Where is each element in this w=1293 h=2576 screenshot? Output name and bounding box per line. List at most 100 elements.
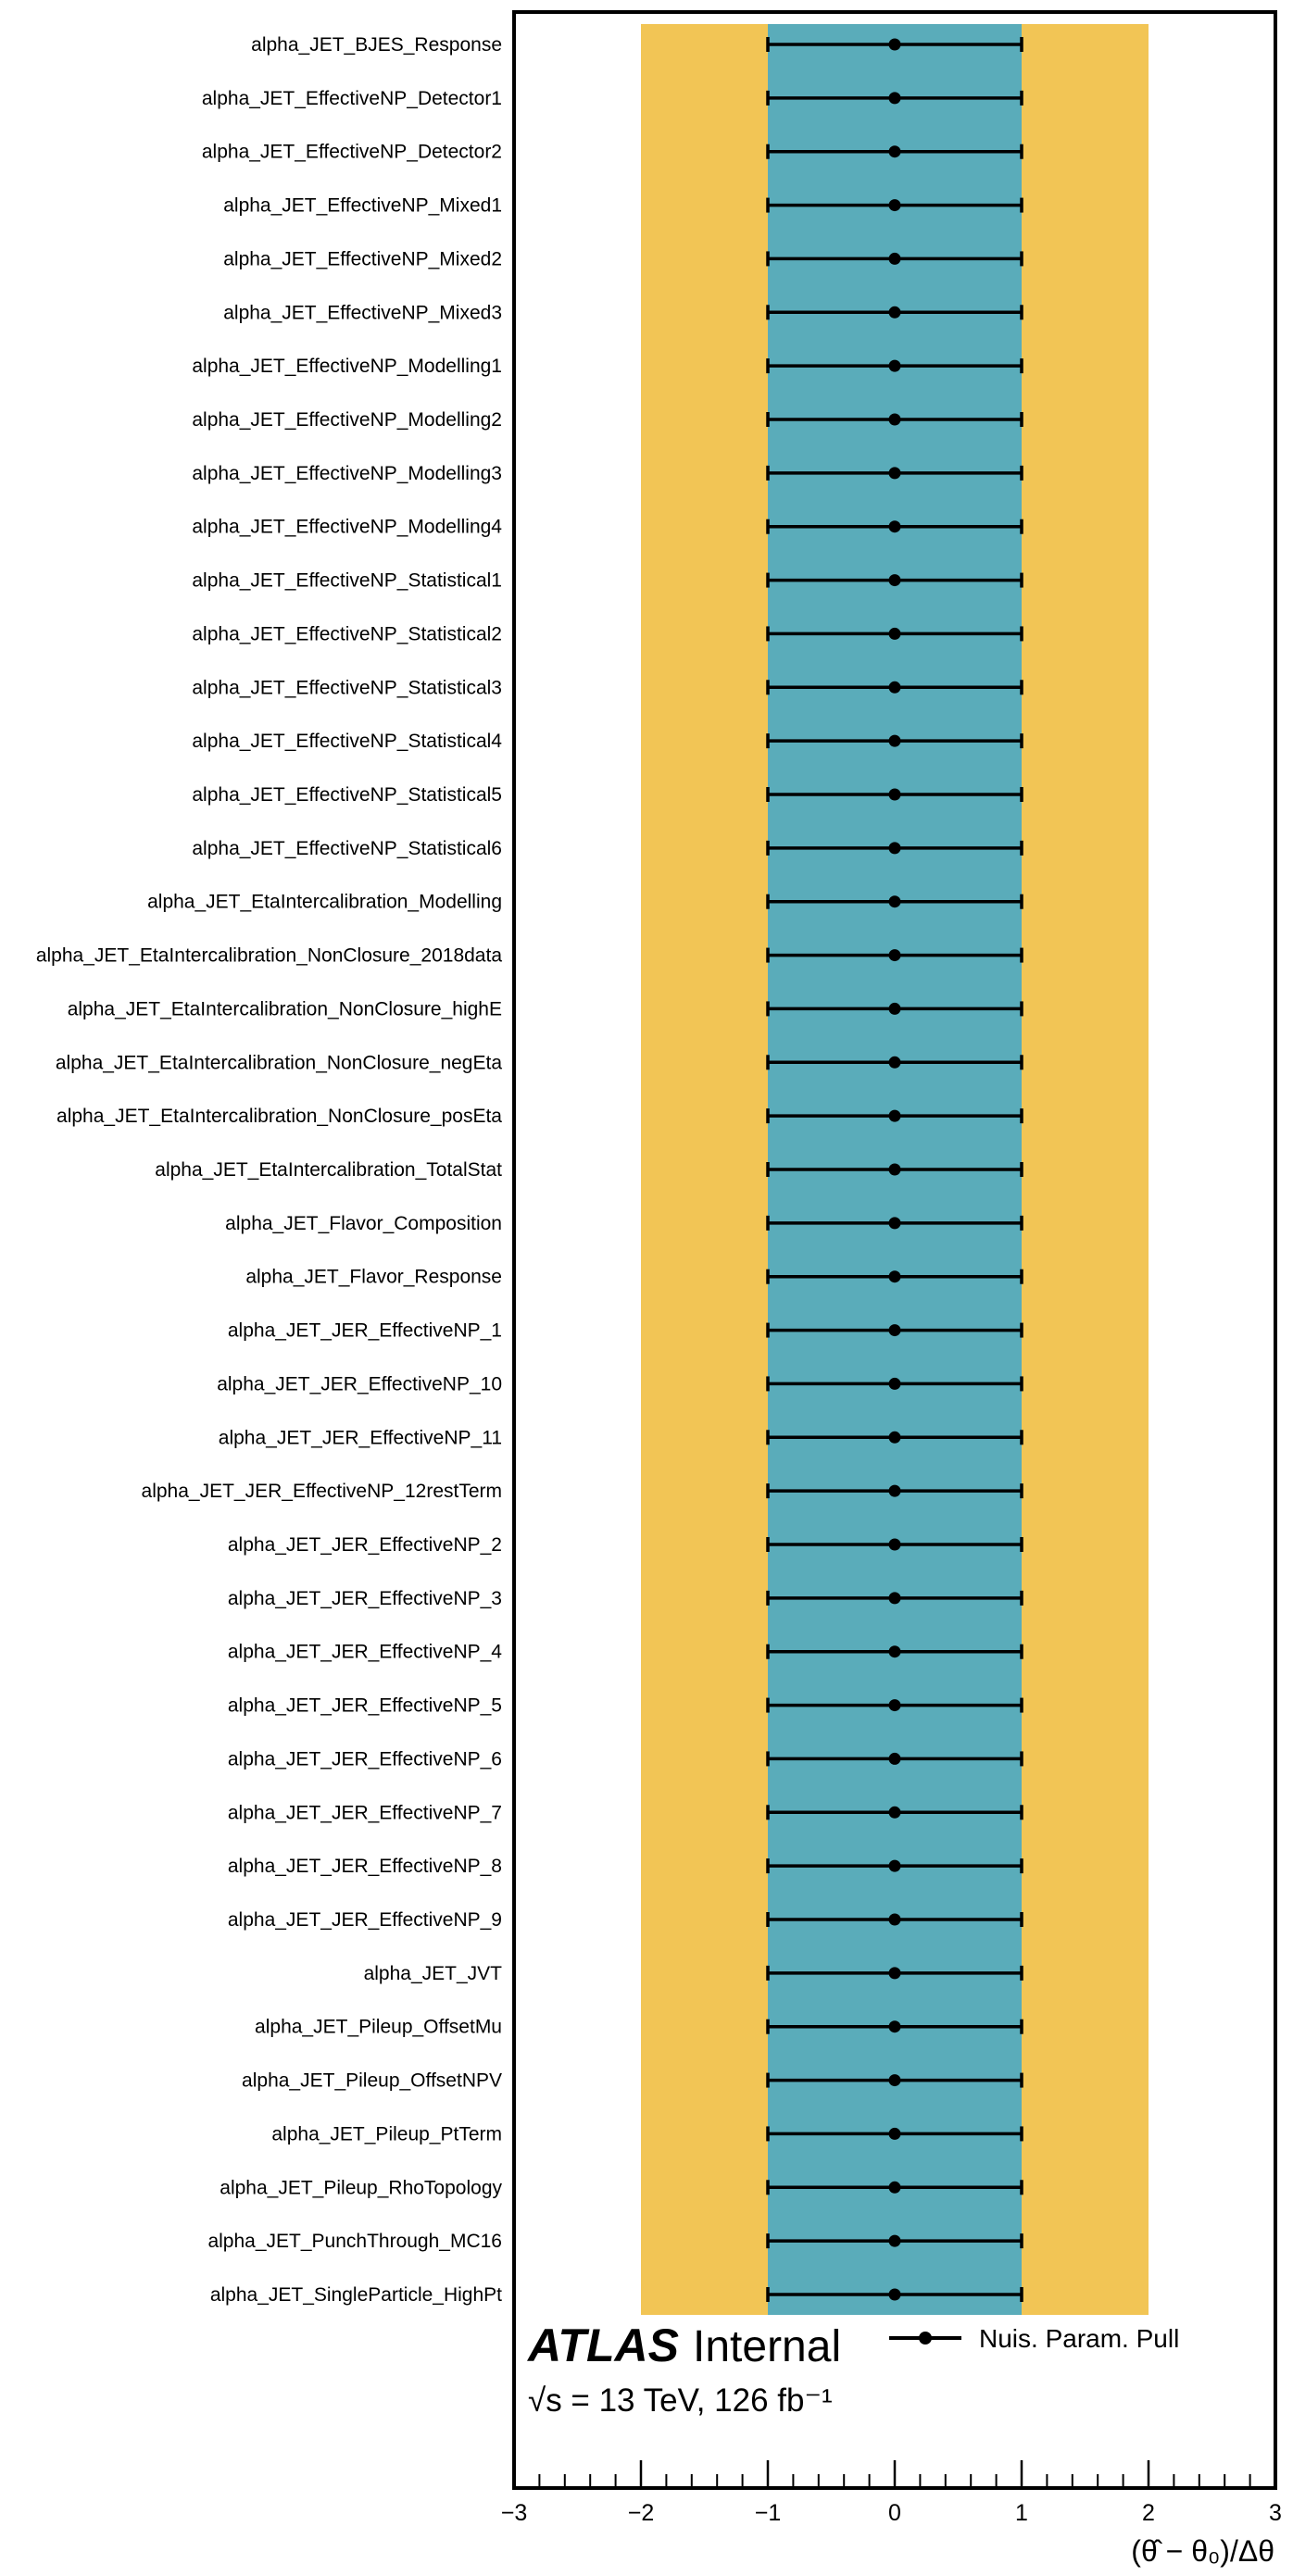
- pull-row: [766, 787, 1023, 802]
- pull-point: [888, 520, 901, 533]
- np-label: alpha_JET_Flavor_Composition: [225, 1213, 502, 1234]
- internal-label: Internal: [693, 2322, 841, 2371]
- np-label: alpha_JET_EffectiveNP_Statistical5: [192, 784, 502, 806]
- pull-point: [888, 1538, 901, 1551]
- np-label: alpha_JET_JER_EffectiveNP_2: [228, 1534, 502, 1556]
- np-label: alpha_JET_Pileup_OffsetNPV: [242, 2070, 502, 2092]
- pull-point: [888, 1592, 901, 1605]
- pull-row: [766, 1322, 1023, 1338]
- np-label: alpha_JET_EffectiveNP_Mixed1: [223, 195, 502, 217]
- pull-point: [888, 199, 901, 212]
- np-label: alpha_JET_Pileup_RhoTopology: [220, 2177, 502, 2198]
- np-label: alpha_JET_JVT: [364, 1963, 503, 1984]
- pull-row: [766, 1751, 1023, 1767]
- pull-row: [766, 1376, 1023, 1392]
- pull-row: [766, 412, 1023, 427]
- np-label: alpha_JET_EtaIntercalibration_NonClosure…: [68, 998, 502, 1019]
- x-axis: −3 −2 −1 0 1 2 3: [501, 2460, 1282, 2526]
- pull-point: [888, 1109, 901, 1122]
- np-label: alpha_JET_EtaIntercalibration_NonClosure…: [36, 945, 502, 967]
- pull-point: [888, 2288, 901, 2301]
- tick-label: −1: [755, 2500, 782, 2526]
- pull-points: [766, 37, 1023, 2302]
- pull-point: [888, 1163, 901, 1176]
- pull-point: [888, 38, 901, 51]
- pull-row: [766, 1215, 1023, 1231]
- atlas-label-group: ATLAS Internal √s = 13 TeV, 126 fb⁻¹: [526, 2320, 841, 2419]
- pull-row: [766, 144, 1023, 159]
- pull-point: [888, 949, 901, 962]
- np-label: alpha_JET_JER_EffectiveNP_6: [228, 1748, 502, 1769]
- np-label: alpha_JET_PunchThrough_MC16: [207, 2231, 502, 2252]
- pull-row: [766, 680, 1023, 695]
- pull-point: [888, 895, 901, 908]
- pull-point: [888, 359, 901, 372]
- pull-row: [766, 197, 1023, 213]
- np-label: alpha_JET_EffectiveNP_Statistical3: [192, 677, 502, 698]
- np-label: alpha_JET_SingleParticle_HighPt: [210, 2284, 502, 2306]
- pull-row: [766, 1430, 1023, 1445]
- pull-point: [888, 788, 901, 801]
- pull-point: [888, 1217, 901, 1230]
- x-axis-label: (θ̂ − θ₀)/Δθ: [1131, 2534, 1274, 2568]
- pull-row: [766, 572, 1023, 588]
- pull-row: [766, 733, 1023, 749]
- np-label: alpha_JET_EtaIntercalibration_Modelling: [147, 892, 502, 913]
- tick-label: −2: [628, 2500, 655, 2526]
- pull-point: [888, 413, 901, 426]
- np-label: alpha_JET_JER_EffectiveNP_7: [228, 1802, 502, 1823]
- pull-point: [888, 1484, 901, 1497]
- pull-point: [888, 2181, 901, 2194]
- pull-row: [766, 1162, 1023, 1177]
- legend-dot-marker: [919, 2332, 932, 2345]
- pull-point: [888, 1270, 901, 1283]
- pull-point: [888, 1431, 901, 1444]
- pull-point: [888, 145, 901, 158]
- np-label: alpha_JET_EffectiveNP_Statistical1: [192, 570, 502, 592]
- pull-row: [766, 90, 1023, 106]
- pull-point: [888, 92, 901, 105]
- np-label: alpha_JET_EffectiveNP_Detector2: [202, 142, 502, 163]
- np-label: alpha_JET_EffectiveNP_Modelling3: [192, 463, 502, 484]
- np-label: alpha_JET_JER_EffectiveNP_1: [228, 1320, 502, 1342]
- pull-row: [766, 1644, 1023, 1659]
- pull-row: [766, 2287, 1023, 2302]
- pull-row: [766, 305, 1023, 320]
- pull-point: [888, 1913, 901, 1926]
- np-label: alpha_JET_JER_EffectiveNP_3: [228, 1588, 502, 1609]
- pull-row: [766, 465, 1023, 481]
- energy-lumi-label: √s = 13 TeV, 126 fb⁻¹: [528, 2382, 833, 2419]
- np-label: alpha_JET_EffectiveNP_Modelling4: [192, 517, 502, 538]
- tick-label: 3: [1269, 2500, 1282, 2526]
- pull-row: [766, 37, 1023, 52]
- pull-row: [766, 1537, 1023, 1552]
- tick-label: −3: [501, 2500, 528, 2526]
- pull-row: [766, 1965, 1023, 1981]
- pull-row: [766, 1590, 1023, 1606]
- pull-point: [888, 734, 901, 747]
- pull-point: [888, 2127, 901, 2140]
- tick-label: 1: [1015, 2500, 1028, 2526]
- pull-point: [888, 1699, 901, 1712]
- pull-point: [888, 1752, 901, 1765]
- np-label: alpha_JET_JER_EffectiveNP_4: [228, 1642, 502, 1663]
- pull-point: [888, 2020, 901, 2033]
- np-label: alpha_JET_EffectiveNP_Statistical2: [192, 623, 502, 644]
- np-label: alpha_JET_EtaIntercalibration_NonClosure…: [56, 1052, 502, 1073]
- pull-row: [766, 947, 1023, 963]
- np-label: alpha_JET_JER_EffectiveNP_12restTerm: [142, 1481, 502, 1502]
- atlas-label: ATLAS: [526, 2320, 679, 2371]
- tick-label: 0: [888, 2500, 901, 2526]
- pull-point: [888, 467, 901, 480]
- pull-row: [766, 1858, 1023, 1874]
- pull-point: [888, 1002, 901, 1015]
- pull-row: [766, 1912, 1023, 1927]
- pull-point: [888, 252, 901, 265]
- pull-point: [888, 1859, 901, 1872]
- pull-point: [888, 306, 901, 319]
- np-label: alpha_JET_EtaIntercalibration_TotalStat: [155, 1159, 502, 1181]
- np-label: alpha_JET_Pileup_PtTerm: [271, 2123, 502, 2145]
- tick-label: 2: [1142, 2500, 1155, 2526]
- np-label: alpha_JET_JER_EffectiveNP_11: [219, 1427, 502, 1448]
- np-label: alpha_JET_EffectiveNP_Statistical4: [192, 731, 502, 752]
